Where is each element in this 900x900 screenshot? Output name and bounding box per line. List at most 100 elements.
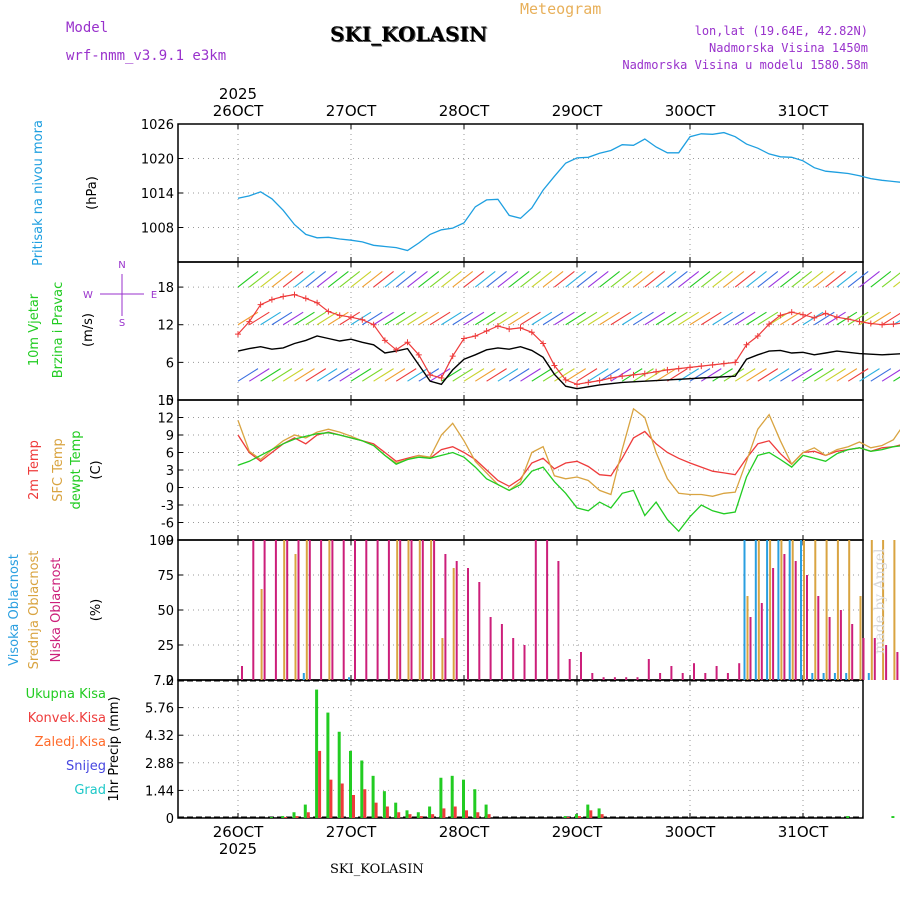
wind-vector-shaft bbox=[294, 311, 315, 326]
wind-vector-shaft bbox=[418, 311, 440, 326]
wind-vector-shaft bbox=[610, 270, 632, 288]
wind-gust-marker bbox=[698, 363, 705, 370]
wind-vector-shaft bbox=[384, 368, 406, 382]
wind-vector-shaft bbox=[633, 270, 654, 288]
wind-gust-marker bbox=[777, 312, 784, 319]
wind-vector-shaft bbox=[825, 311, 846, 326]
temperature-dewpt-line bbox=[237, 432, 900, 533]
year-label-top: 2025 bbox=[219, 85, 257, 103]
wind-vector-shaft bbox=[859, 270, 880, 288]
wind-vector-shaft bbox=[305, 368, 327, 382]
wind-vector-shaft bbox=[474, 270, 496, 288]
cloud-bar bbox=[444, 554, 447, 680]
precip-bar bbox=[394, 802, 398, 818]
precip-bar bbox=[575, 814, 578, 818]
cloud-bar bbox=[557, 561, 560, 680]
precip-bar bbox=[340, 783, 344, 818]
wind-gust-marker bbox=[494, 322, 501, 329]
cloud-bar bbox=[305, 540, 308, 680]
cloud-bar bbox=[749, 617, 752, 680]
wind-gust-marker bbox=[438, 375, 445, 382]
wind-vector-shaft bbox=[644, 270, 666, 288]
wind-vector-shaft bbox=[339, 311, 360, 326]
precip-bar bbox=[566, 817, 570, 818]
wind-vector-shaft bbox=[599, 311, 620, 326]
wind-gust-marker bbox=[257, 301, 264, 308]
model-altitude-label: Nadmorska Visina u modelu 1580.58m bbox=[622, 58, 868, 72]
wind-gust-marker bbox=[415, 351, 422, 358]
wind-vector-shaft bbox=[701, 311, 722, 326]
x-tick-label-bottom: 28OCT bbox=[439, 823, 490, 841]
wind-vector-shaft bbox=[508, 311, 530, 326]
precip-bar bbox=[428, 806, 432, 818]
cloud-bar bbox=[822, 673, 825, 680]
precip-bar bbox=[846, 816, 850, 818]
cloud-bar bbox=[387, 540, 390, 680]
cloud-bar bbox=[286, 540, 289, 680]
wind-gust-marker bbox=[743, 341, 750, 348]
wind-vector-shaft bbox=[701, 368, 722, 382]
cloud-mid-legend: Srednja Oblacnost bbox=[27, 551, 42, 670]
wind-vector-shaft bbox=[282, 368, 304, 382]
wind-vector-shaft bbox=[328, 368, 349, 382]
station-title: SKI_KOLASIN bbox=[330, 22, 488, 46]
wind-vector-shaft bbox=[780, 270, 801, 288]
temp-sfc-legend: SFC Temp bbox=[51, 438, 66, 502]
cloud-bar bbox=[441, 638, 444, 680]
compass-north-label: N bbox=[118, 260, 125, 271]
wind-vector-shaft bbox=[655, 368, 677, 382]
wind-gust-marker bbox=[766, 321, 773, 328]
precip-bar bbox=[371, 775, 375, 818]
wind-speed-line bbox=[237, 335, 900, 390]
wind-vector-shaft bbox=[847, 368, 869, 382]
precip-y-tick-label: 5.76 bbox=[145, 702, 174, 717]
wind-gust-marker bbox=[822, 310, 829, 317]
wind-vector-shaft bbox=[678, 311, 699, 326]
wind-gust-marker bbox=[381, 337, 388, 344]
wind-gust-marker bbox=[845, 316, 852, 323]
cloud-bar bbox=[726, 673, 729, 680]
cloud-bar bbox=[848, 540, 851, 680]
precip-bar bbox=[453, 806, 457, 818]
x-tick-label-top: 28OCT bbox=[439, 102, 490, 120]
wind-vector-shaft bbox=[260, 311, 281, 326]
cloud-bar bbox=[302, 673, 305, 680]
precip-bar bbox=[382, 791, 386, 818]
clouds-y-tick-label: 0 bbox=[166, 674, 174, 689]
precip-bar bbox=[337, 731, 341, 818]
precip-axis-title: 1hr Precip (mm) bbox=[107, 696, 122, 801]
wind-vector-shaft bbox=[813, 270, 835, 288]
wind-gust-marker bbox=[800, 311, 806, 318]
wind-vector-shaft bbox=[316, 311, 338, 326]
precip-bar bbox=[487, 814, 491, 818]
wind-gust-marker bbox=[370, 321, 377, 328]
wind-gust-marker bbox=[393, 346, 400, 353]
temperature-y-tick-label: -9 bbox=[161, 534, 174, 549]
cloud-bar bbox=[365, 540, 368, 680]
precip-bar bbox=[326, 712, 330, 818]
cloud-bar bbox=[794, 561, 797, 680]
wind-vector-shaft bbox=[531, 311, 553, 326]
wind-vector-shaft bbox=[576, 270, 598, 288]
wind-gust-marker bbox=[359, 316, 366, 323]
wind-gust-marker bbox=[325, 308, 332, 315]
precip-bar bbox=[397, 812, 401, 818]
wind-vector-shaft bbox=[362, 368, 383, 382]
year-label-bottom: 2025 bbox=[219, 840, 257, 858]
precip-bar bbox=[408, 814, 412, 818]
precip-bar bbox=[473, 789, 477, 818]
wind-gust-marker bbox=[596, 377, 603, 384]
wind-vector-shaft bbox=[418, 270, 440, 288]
wind-vector-shaft bbox=[576, 368, 598, 382]
credit-watermark: made by Angel bbox=[872, 548, 888, 655]
cloud-bar bbox=[430, 540, 433, 680]
compass-east-label: E bbox=[151, 290, 157, 301]
wind-vector-shaft bbox=[475, 311, 496, 326]
cloud-bar bbox=[814, 540, 817, 680]
wind-vector-shaft bbox=[361, 270, 383, 288]
precip-bar bbox=[484, 804, 488, 818]
wind-vector-shaft bbox=[836, 270, 858, 288]
x-tick-label-top: 26OCT bbox=[213, 102, 264, 120]
wind-gust-marker bbox=[517, 324, 524, 331]
cloud-bar bbox=[659, 673, 662, 680]
